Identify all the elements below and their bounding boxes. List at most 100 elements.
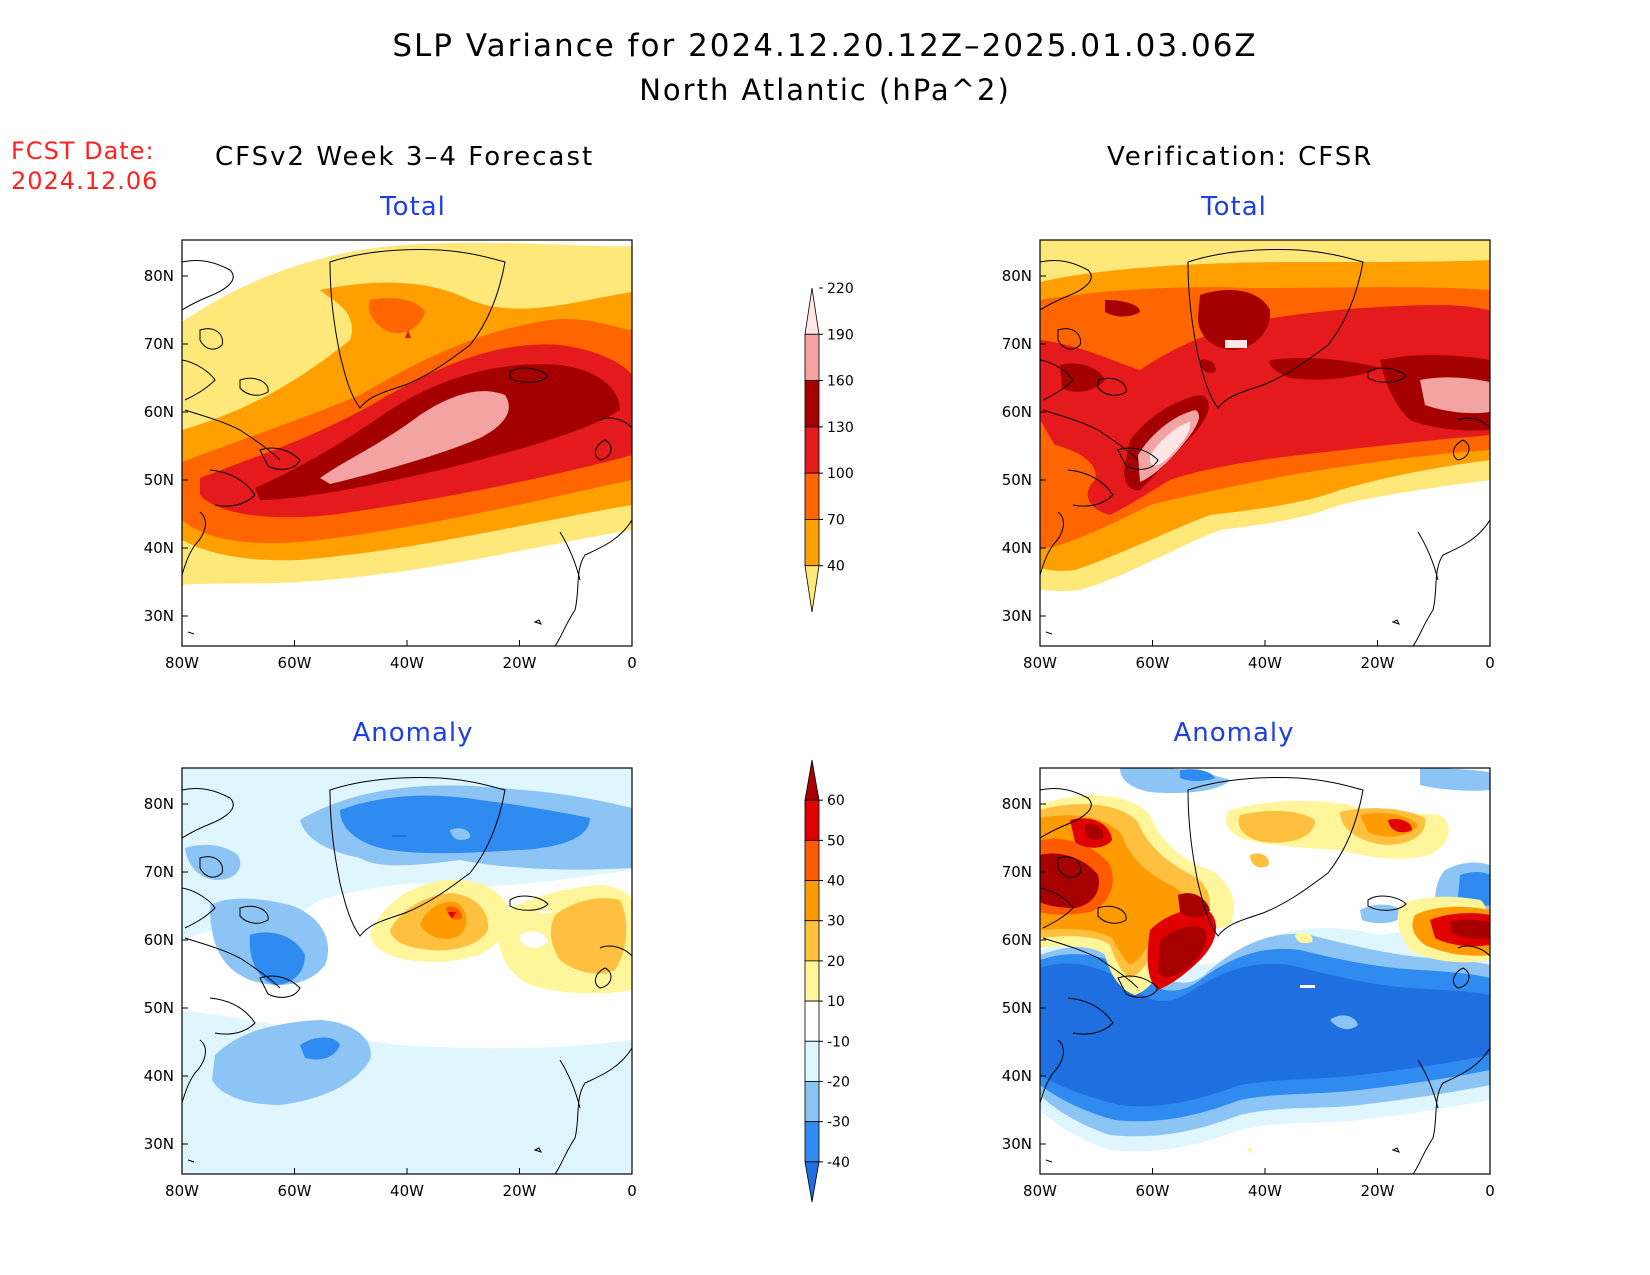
colorbar-label: 160 [827,374,854,390]
lon-tick-label: 60W [278,1182,312,1200]
lat-tick-label: 80N [1002,267,1032,285]
lon-tick-label: 80W [165,654,199,672]
lat-tick-label: 70N [144,335,174,353]
lon-tick-label: 60W [1136,654,1170,672]
forecast-date-value: 2024.12.06 [11,167,159,195]
colorbar-segment [804,960,820,1002]
lat-tick-label: 40N [1002,1067,1032,1085]
lat-tick-label: 70N [1002,863,1032,881]
lat-tick-label: 30N [144,607,174,625]
lat-tick-label: 70N [144,863,174,881]
colorbar-segment [804,1081,820,1123]
lat-tick-label: 60N [1002,403,1032,421]
lon-tick-label: 40W [390,654,424,672]
main-subtitle: North Atlantic (hPa^2) [639,73,1011,107]
colorbar-label: 20 [827,954,845,970]
colorbar-anomaly: -40 -30 -20 -10 10 20 30 40 50 60 [804,759,850,1203]
panel-title-verification-total: Total [1201,192,1267,222]
panel-title-verification-anomaly: Anomaly [1173,718,1295,748]
map-verification-total [1039,239,1491,647]
lon-tick-label: 40W [1248,654,1282,672]
lon-tick-label: 80W [1023,654,1057,672]
lat-tick-label: 50N [1002,999,1032,1017]
colorbar-label: 40 [827,559,845,575]
colorbar-label: 220 [827,281,854,297]
main-title: SLP Variance for 2024.12.20.12Z–2025.01.… [392,28,1258,64]
lon-tick-label: 80W [165,1182,199,1200]
lat-tick-label: 30N [1002,607,1032,625]
colorbar-label: 40 [827,874,845,890]
colorbar-segment [804,799,820,841]
lon-tick-label: 40W [1248,1182,1282,1200]
lon-tick-label: 80W [1023,1182,1057,1200]
colorbar-label: 30 [827,914,845,930]
lon-tick-label: 20W [503,1182,537,1200]
colorbar-segment [804,426,820,474]
forecast-date-label: FCST Date: [11,137,155,165]
colorbar-label: -40 [827,1155,850,1171]
colorbar-segment [804,1121,820,1163]
colorbar-label: 50 [827,833,845,849]
colorbar-segment [804,920,820,962]
lon-tick-label: 60W [1136,1182,1170,1200]
colorbar-segment [804,839,820,881]
colorbar-label: -20 [827,1074,850,1090]
colorbar-label: 130 [827,420,854,436]
colorbar-segment [804,565,820,613]
colorbar-total: 40 70 100 130 160 190 220 [804,281,854,613]
map-forecast-anomaly [181,767,633,1175]
shading-verification-total [1040,240,1490,646]
colorbar-segment [804,287,820,335]
colorbar-segment [804,1000,820,1042]
lat-tick-label: 70N [1002,335,1032,353]
lat-tick-label: 60N [144,403,174,421]
axes-layer: 80N 70N 60N 50N 40N 30N 80W 60W 40W 20W 0 80N 70N 60N… [144,267,1495,1200]
lat-tick-label: 80N [1002,795,1032,813]
colorbar-segment [804,333,820,381]
colorbar-label: -10 [827,1034,850,1050]
lon-tick-label: 20W [1361,1182,1395,1200]
coastline-verification-total [1040,249,1490,646]
colorbar-segment [804,1040,820,1082]
lat-tick-label: 80N [144,267,174,285]
colorbar-segment [804,759,820,801]
lon-tick-label: 40W [390,1182,424,1200]
lat-tick-label: 60N [144,931,174,949]
forecast-date-block: FCST Date: 2024.12.06 [11,136,158,196]
lat-tick-label: 30N [144,1135,174,1153]
lon-tick-label: 0 [627,1182,637,1200]
lon-tick-label: 60W [278,654,312,672]
panel-title-forecast-anomaly: Anomaly [352,718,474,748]
lon-tick-label: 20W [1361,654,1395,672]
colorbar-segment [804,880,820,922]
map-verification-anomaly [1039,767,1491,1175]
lon-tick-label: 0 [627,654,637,672]
colorbar-label: -30 [827,1115,850,1131]
colorbar-label: 70 [827,512,845,528]
colorbar-segment [804,1161,820,1203]
shading-forecast-total [182,240,632,646]
coastline-forecast-anomaly [182,777,632,1174]
forecast-column-title: CFSv2 Week 3–4 Forecast [215,142,595,172]
lat-tick-label: 50N [144,471,174,489]
shading-verification-anomaly [1040,768,1490,1174]
lon-tick-label: 0 [1485,654,1495,672]
lat-tick-label: 50N [1002,471,1032,489]
map-forecast-total [181,239,633,647]
panel-title-forecast-total: Total [380,192,446,222]
colorbar-label: 100 [827,466,854,482]
colorbar-label: 60 [827,793,845,809]
lat-tick-label: 40N [144,539,174,557]
lat-tick-label: 40N [1002,539,1032,557]
colorbar-segment [804,519,820,567]
colorbar-label: 190 [827,327,854,343]
lat-tick-label: 80N [144,795,174,813]
verification-column-title: Verification: CFSR [1107,142,1374,172]
coastline-verification-anomaly [1040,777,1490,1174]
colorbar-label: 10 [827,994,845,1010]
shading-forecast-anomaly [182,768,632,1174]
coastline-forecast-total [182,249,632,646]
lat-tick-label: 50N [144,999,174,1017]
lat-tick-label: 30N [1002,1135,1032,1153]
